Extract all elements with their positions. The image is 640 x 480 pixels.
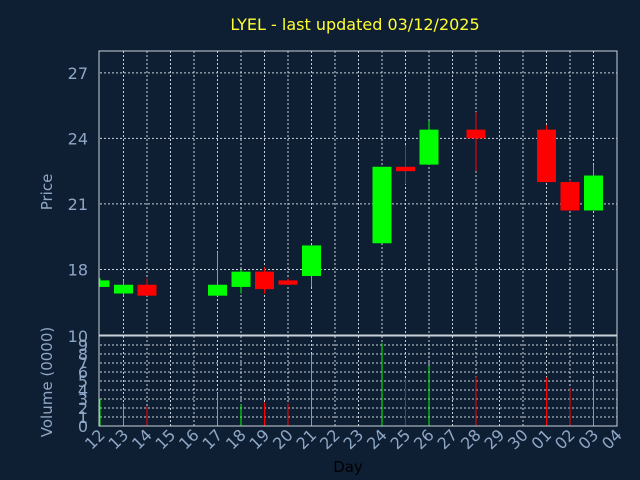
volume-tick-label: 10 bbox=[68, 327, 88, 346]
candle bbox=[208, 251, 227, 296]
candle-body bbox=[114, 284, 133, 294]
price-tick-label: 24 bbox=[68, 129, 88, 148]
volume-tick-label: 3 bbox=[78, 390, 88, 409]
candle-body bbox=[419, 129, 439, 165]
price-axis-label: Price bbox=[38, 174, 56, 211]
candle bbox=[137, 278, 157, 296]
price-tick-label: 21 bbox=[68, 195, 88, 214]
candle-body bbox=[537, 129, 556, 183]
candle-body bbox=[560, 182, 580, 211]
volume-tick-label: 4 bbox=[78, 381, 88, 400]
volume-tick-label: 5 bbox=[78, 372, 88, 391]
candle-body bbox=[372, 166, 392, 244]
volume-tick-label: 8 bbox=[78, 345, 88, 364]
price-tick-label: 18 bbox=[68, 260, 88, 279]
candle bbox=[302, 245, 321, 287]
candle bbox=[114, 280, 133, 296]
candle-body bbox=[302, 245, 321, 277]
volume-tick-label: 6 bbox=[78, 363, 88, 382]
day-tick-labels: 1213141516171819202122232425262728293001… bbox=[81, 425, 626, 453]
volume-tick-label: 7 bbox=[78, 354, 88, 373]
candle bbox=[466, 112, 486, 172]
candle-body bbox=[584, 175, 603, 211]
price-panel-frame bbox=[98, 50, 618, 336]
candle-body bbox=[466, 129, 486, 139]
day-tick-label: 04 bbox=[598, 425, 626, 453]
candle-body bbox=[278, 280, 298, 285]
day-axis-label: Day bbox=[333, 458, 363, 476]
candle-body bbox=[396, 166, 415, 172]
candle-body bbox=[231, 271, 251, 287]
candle bbox=[255, 267, 274, 294]
candle-body bbox=[100, 280, 110, 287]
volume-tick-label: 0 bbox=[78, 417, 88, 436]
volume-tick-label: 1 bbox=[78, 408, 88, 427]
price-tick-labels: 27 24 21 18 bbox=[68, 64, 88, 280]
candle bbox=[278, 278, 298, 285]
candle bbox=[99, 278, 110, 287]
volume-panel-frame bbox=[98, 335, 618, 427]
candle bbox=[584, 164, 603, 211]
candle bbox=[396, 144, 415, 185]
candle bbox=[560, 179, 580, 211]
chart-title: LYEL - last updated 03/12/2025 bbox=[230, 15, 479, 34]
candle bbox=[231, 269, 251, 294]
volume-gridlines bbox=[100, 336, 617, 426]
price-tick-label: 27 bbox=[68, 64, 88, 83]
volume-bars bbox=[99, 343, 594, 426]
candle-body bbox=[208, 284, 227, 296]
price-gridlines bbox=[100, 51, 617, 335]
candle bbox=[419, 120, 439, 165]
volume-axis-label: Volume (0000) bbox=[38, 327, 56, 437]
candle-body bbox=[255, 271, 274, 290]
candle bbox=[372, 166, 392, 244]
candle-body bbox=[137, 284, 157, 296]
volume-tick-label: 2 bbox=[78, 399, 88, 418]
candles bbox=[99, 112, 603, 296]
candle bbox=[537, 125, 556, 183]
volume-tick-label: 9 bbox=[78, 336, 88, 355]
